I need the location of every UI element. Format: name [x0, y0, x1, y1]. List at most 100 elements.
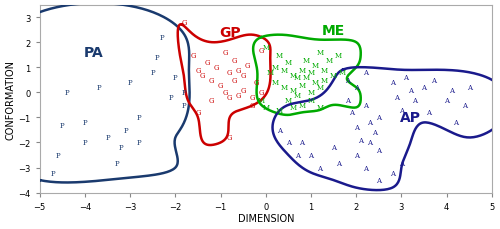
Text: A: A: [466, 84, 471, 92]
Text: M: M: [276, 52, 283, 60]
Text: P: P: [128, 79, 132, 87]
Text: P: P: [137, 139, 141, 147]
Text: P: P: [182, 89, 186, 97]
Text: P: P: [64, 89, 69, 97]
Text: M: M: [321, 66, 328, 74]
Text: G: G: [240, 71, 246, 79]
Text: A: A: [372, 129, 377, 137]
Text: A: A: [308, 151, 314, 159]
Text: G: G: [195, 66, 200, 74]
Text: A: A: [300, 139, 304, 147]
Text: A: A: [376, 146, 382, 154]
Y-axis label: CONFORMATION: CONFORMATION: [6, 59, 16, 139]
X-axis label: DIMENSION: DIMENSION: [238, 213, 294, 224]
Text: A: A: [286, 139, 291, 147]
Text: ME: ME: [322, 24, 345, 38]
Text: A: A: [354, 84, 358, 92]
Text: M: M: [294, 91, 301, 99]
Text: M: M: [316, 84, 324, 92]
Text: G: G: [258, 89, 264, 97]
Text: P: P: [105, 134, 110, 142]
Text: G: G: [222, 49, 228, 57]
Text: A: A: [354, 124, 358, 132]
Text: G: G: [232, 57, 237, 64]
Text: M: M: [280, 66, 287, 74]
Text: A: A: [390, 79, 395, 87]
Text: M: M: [303, 57, 310, 64]
Text: M: M: [303, 74, 310, 82]
Text: P: P: [155, 54, 160, 62]
Text: A: A: [362, 69, 368, 77]
Text: M: M: [308, 89, 314, 97]
Text: A: A: [408, 86, 413, 94]
Text: A: A: [362, 164, 368, 172]
Text: P: P: [119, 144, 124, 152]
Text: P: P: [114, 159, 119, 167]
Text: M: M: [326, 57, 332, 64]
Text: A: A: [376, 176, 382, 184]
Text: M: M: [272, 64, 278, 72]
Text: A: A: [368, 139, 372, 147]
Text: A: A: [376, 114, 382, 122]
Text: G: G: [227, 94, 232, 102]
Text: A: A: [331, 144, 336, 152]
Text: A: A: [426, 109, 431, 117]
Text: A: A: [358, 136, 363, 144]
Text: M: M: [298, 82, 306, 89]
Text: A: A: [277, 126, 282, 134]
Text: M: M: [334, 52, 342, 60]
Text: P: P: [96, 84, 101, 92]
Text: G: G: [236, 91, 242, 99]
Text: G: G: [227, 69, 232, 77]
Text: G: G: [209, 96, 214, 104]
Text: G: G: [214, 64, 219, 72]
Text: A: A: [349, 109, 354, 117]
Text: A: A: [462, 101, 467, 109]
Text: G: G: [204, 59, 210, 67]
Text: G: G: [195, 109, 200, 117]
Text: PA: PA: [84, 46, 104, 60]
Text: M: M: [276, 106, 283, 114]
Text: A: A: [404, 74, 408, 82]
Text: A: A: [412, 96, 418, 104]
Text: P: P: [137, 114, 141, 122]
Text: P: P: [56, 151, 60, 159]
Text: A: A: [448, 86, 454, 94]
Text: A: A: [336, 159, 340, 167]
Text: G: G: [190, 52, 196, 60]
Text: GP: GP: [219, 26, 240, 40]
Text: A: A: [453, 119, 458, 127]
Text: G: G: [250, 101, 255, 109]
Text: M: M: [330, 71, 337, 79]
Text: G: G: [245, 61, 250, 69]
Text: M: M: [266, 69, 274, 77]
Text: A: A: [295, 151, 300, 159]
Text: A: A: [444, 96, 449, 104]
Text: A: A: [362, 101, 368, 109]
Text: G: G: [258, 46, 264, 55]
Text: M: M: [285, 96, 292, 104]
Text: P: P: [173, 74, 178, 82]
Text: A: A: [394, 94, 400, 102]
Text: G: G: [222, 89, 228, 97]
Text: A: A: [354, 151, 358, 159]
Text: M: M: [312, 79, 319, 87]
Text: M: M: [308, 69, 314, 77]
Text: G: G: [182, 19, 187, 27]
Text: M: M: [290, 86, 296, 94]
Text: M: M: [262, 44, 270, 52]
Text: M: M: [290, 71, 296, 79]
Text: M: M: [321, 76, 328, 85]
Text: G: G: [218, 82, 224, 89]
Text: A: A: [422, 84, 426, 92]
Text: G: G: [236, 66, 242, 74]
Text: P: P: [124, 126, 128, 134]
Text: M: M: [339, 69, 346, 77]
Text: M: M: [272, 79, 278, 87]
Text: A: A: [368, 119, 372, 127]
Text: G: G: [232, 76, 237, 85]
Text: G: G: [227, 134, 232, 142]
Text: G: G: [250, 94, 255, 102]
Text: M: M: [280, 84, 287, 92]
Text: M: M: [285, 59, 292, 67]
